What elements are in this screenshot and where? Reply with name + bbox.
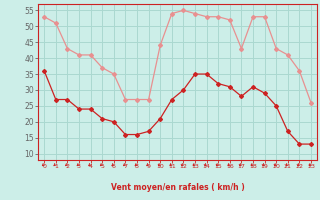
X-axis label: Vent moyen/en rafales ( km/h ): Vent moyen/en rafales ( km/h )	[111, 183, 244, 192]
